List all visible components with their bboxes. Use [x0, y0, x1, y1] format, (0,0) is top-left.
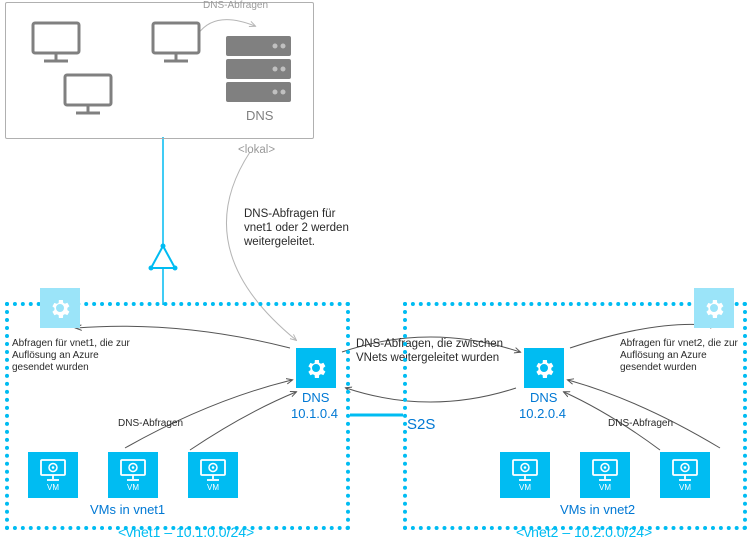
vnet2-dns-gear-icon [524, 348, 564, 388]
vnet2-vm-row: VM VM VM [500, 452, 710, 498]
vm-icon: VM [188, 452, 238, 498]
vm-sublabel: VM [127, 483, 139, 492]
gateway-icon [149, 244, 178, 271]
monitor-icon [62, 72, 114, 116]
vnet1-dns-ip: 10.1.0.4 [291, 406, 338, 422]
vm-icon: VM [660, 452, 710, 498]
monitor-icon [30, 20, 82, 64]
vnet2-vms-label: VMs in vnet2 [560, 502, 635, 518]
forward-text: DNS-Abfragen für vnet1 oder 2 werden wei… [244, 208, 352, 249]
vnet2-dns-label: DNS [530, 390, 557, 406]
vm-icon: VM [580, 452, 630, 498]
vnet1-vms-label: VMs in vnet1 [90, 502, 165, 518]
vnet2-azure-gear-icon [694, 288, 734, 328]
dns-server-icon [226, 36, 291, 106]
vnet2-azure-resolve-text: Abfragen für vnet2, die zur Auflösung an… [620, 338, 740, 374]
vm-sublabel: VM [47, 483, 59, 492]
vm-sublabel: VM [519, 483, 531, 492]
vm-sublabel: VM [599, 483, 611, 492]
vnet1-vm-row: VM VM VM [28, 452, 238, 498]
vm-sublabel: VM [207, 483, 219, 492]
vnet2-dns-queries-label: DNS-Abfragen [608, 418, 673, 430]
vm-sublabel: VM [679, 483, 691, 492]
vm-icon: VM [108, 452, 158, 498]
vnet1-dns-label: DNS [302, 390, 329, 406]
onprem-dns-query-label: DNS-Abfragen [203, 0, 268, 12]
onprem-local-label: <lokal> [238, 144, 275, 158]
onprem-dns-server-label: DNS [246, 108, 273, 124]
vnet1-azure-resolve-text: Abfragen für vnet1, die zur Auflösung an… [12, 338, 132, 374]
vnet2-dns-ip: 10.2.0.4 [519, 406, 566, 422]
vnet1-cidr-label: <vnet1 – 10.1.0.0/24> [118, 524, 254, 541]
vnet2-cidr-label: <vnet2 – 10.2.0.0/24> [516, 524, 652, 541]
vm-icon: VM [500, 452, 550, 498]
vnet1-dns-queries-label: DNS-Abfragen [118, 418, 183, 430]
vnet1-dns-gear-icon [296, 348, 336, 388]
monitor-icon [150, 20, 202, 64]
vnet1-azure-gear-icon [40, 288, 80, 328]
vm-icon: VM [28, 452, 78, 498]
